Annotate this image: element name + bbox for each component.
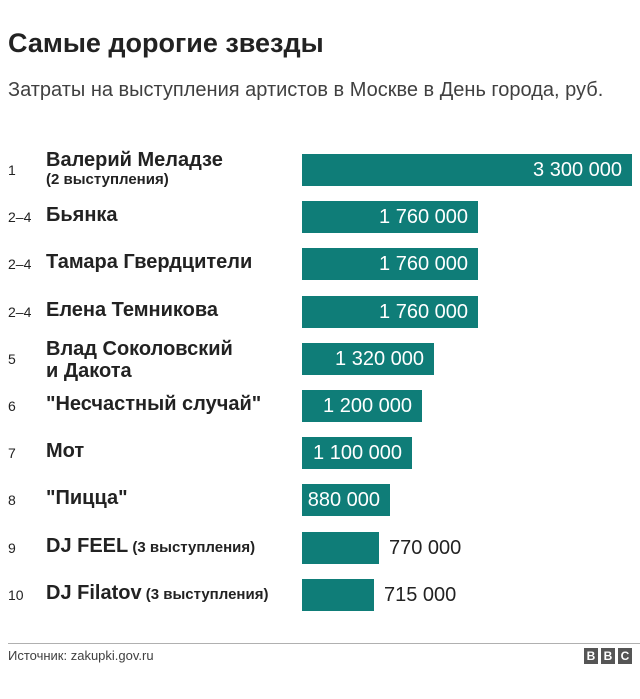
logo-letter: B bbox=[584, 648, 598, 664]
value-label: 1 320 000 bbox=[335, 347, 424, 370]
category-label: Мот bbox=[46, 440, 85, 463]
bar bbox=[302, 342, 434, 375]
rank-label: 9 bbox=[8, 539, 16, 556]
bar bbox=[302, 531, 379, 564]
category-label: Бьянка bbox=[46, 204, 118, 227]
value-label: 1 760 000 bbox=[379, 206, 468, 229]
chart-title: Самые дорогие звезды bbox=[8, 28, 324, 58]
category-label: Елена Темникова bbox=[46, 298, 219, 321]
value-label: 715 000 bbox=[384, 583, 457, 606]
value-label: 770 000 bbox=[389, 536, 462, 559]
value-label: 1 760 000 bbox=[379, 253, 468, 276]
category-label: DJ FEEL (3 выступления) bbox=[46, 534, 256, 557]
bbc-logo: B B C bbox=[584, 648, 632, 664]
category-label: Влад Соколовский и Дакота bbox=[46, 337, 233, 382]
category-label: Валерий Меладзе (2 выступления) bbox=[46, 149, 223, 188]
rank-label: 2–4 bbox=[8, 256, 32, 273]
performance-count-note: (2 выступления) bbox=[46, 171, 169, 188]
value-label: 880 000 bbox=[307, 489, 380, 512]
rank-label: 5 bbox=[8, 350, 16, 367]
bar bbox=[302, 484, 390, 517]
category-label: DJ Filatov (3 выступления) bbox=[46, 581, 269, 604]
bar bbox=[302, 201, 478, 234]
bar-chart: 1 Валерий Меладзе (2 выступления) 3 300 000… bbox=[8, 149, 632, 611]
category-label: "Несчастный случай" bbox=[46, 393, 262, 415]
value-label: 3 300 000 bbox=[533, 159, 622, 181]
source-text: Источник: zakupki.gov.ru bbox=[8, 648, 154, 663]
rank-label: 7 bbox=[8, 445, 16, 462]
rank-label: 8 bbox=[8, 492, 16, 509]
rank-label: 6 bbox=[8, 398, 16, 414]
rank-label: 1 bbox=[8, 162, 16, 178]
bar bbox=[302, 437, 412, 470]
performance-count-note: (3 выступления) bbox=[141, 585, 269, 603]
rank-label: 2–4 bbox=[8, 303, 32, 320]
category-label: Тамара Гвердцители bbox=[46, 251, 253, 274]
rank-label: 2–4 bbox=[8, 209, 32, 226]
bar bbox=[302, 390, 422, 422]
value-label: 1 200 000 bbox=[323, 395, 412, 417]
footer-divider bbox=[8, 643, 640, 644]
value-label: 1 100 000 bbox=[313, 442, 402, 465]
performance-count-note: (3 выступления) bbox=[128, 538, 256, 556]
chart-subtitle: Затраты на выступления артистов в Москве… bbox=[8, 79, 604, 101]
bar bbox=[302, 154, 632, 186]
bar bbox=[302, 295, 478, 328]
logo-letter: B bbox=[601, 648, 615, 664]
rank-label: 10 bbox=[8, 586, 24, 603]
bar bbox=[302, 248, 478, 281]
value-label: 1 760 000 bbox=[379, 300, 468, 323]
logo-letter: C bbox=[618, 648, 632, 664]
category-label: "Пицца" bbox=[46, 487, 128, 510]
bar bbox=[302, 578, 374, 611]
